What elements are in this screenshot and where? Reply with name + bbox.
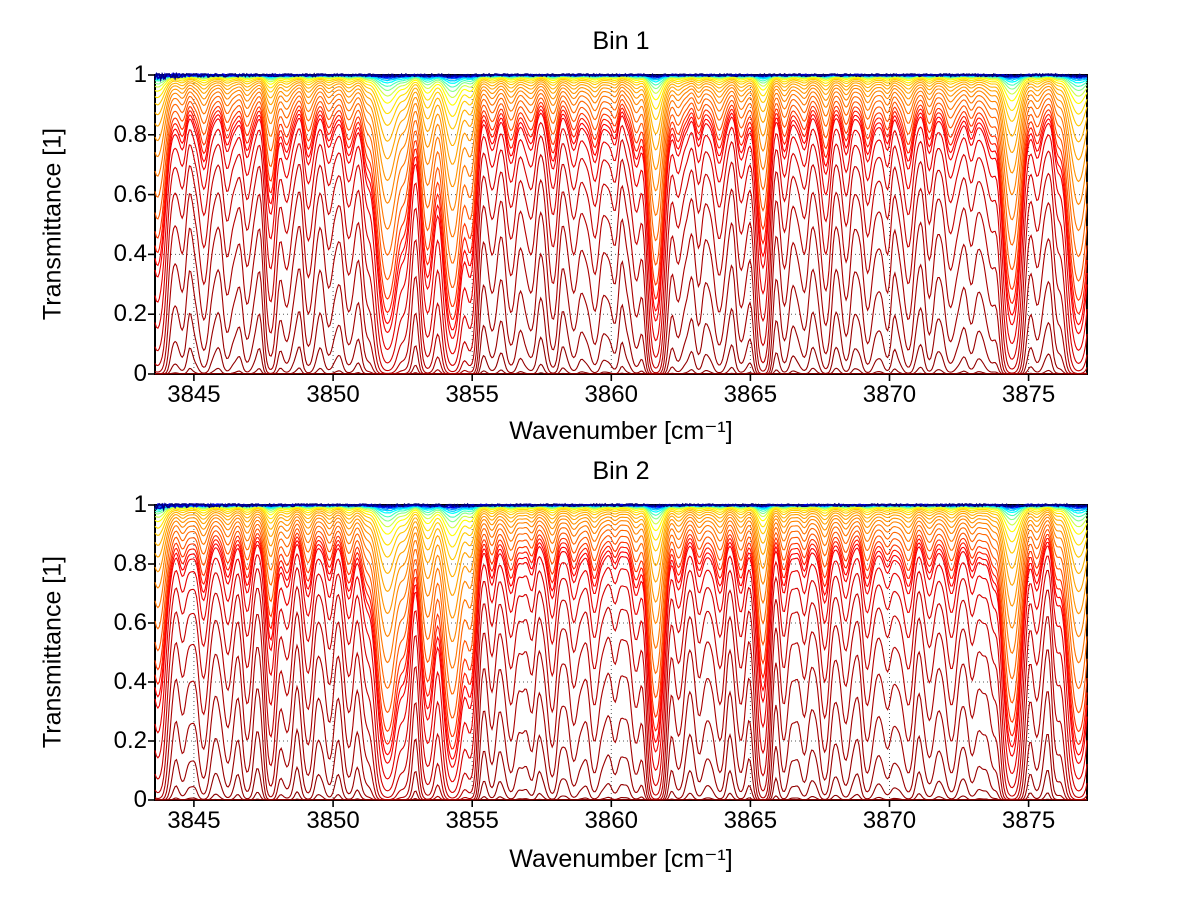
spectrum-curve bbox=[154, 78, 1088, 130]
spectrum-curve bbox=[154, 505, 1088, 529]
spectrum-curve bbox=[154, 178, 1088, 375]
y-tick-label: 0 bbox=[133, 360, 147, 387]
spectrum-curve bbox=[154, 507, 1088, 548]
spectrum-curve bbox=[154, 511, 1088, 596]
y-tick-label: 0.2 bbox=[113, 727, 147, 754]
spectrum-curve bbox=[154, 83, 1088, 188]
x-tick-label: 3860 bbox=[584, 807, 638, 834]
y-tick-label: 1 bbox=[133, 61, 147, 88]
spectrum-curve bbox=[154, 585, 1088, 799]
spectrum-curve bbox=[154, 527, 1088, 719]
spectrum-curve bbox=[154, 211, 1088, 375]
x-tick-label: 3850 bbox=[306, 381, 360, 408]
spectrum-curve bbox=[154, 81, 1088, 165]
spectrum-curve bbox=[154, 92, 1088, 264]
y-tick-label: 0.4 bbox=[113, 240, 147, 268]
x-tick-label: 3850 bbox=[306, 807, 360, 834]
spectrum-curve bbox=[154, 89, 1088, 238]
spectrum-curve bbox=[154, 513, 1088, 619]
spectrum-curve bbox=[154, 101, 1088, 307]
spectrum-curve bbox=[154, 552, 1088, 783]
plot2-y-axis-label: Transmittance [1] bbox=[38, 555, 67, 749]
y-tick-label: 0.4 bbox=[113, 668, 147, 695]
spectrum-curve bbox=[154, 508, 1088, 561]
spectrum-curve bbox=[154, 108, 1088, 331]
x-tick-label: 3870 bbox=[862, 381, 917, 408]
plot1-x-axis-label: Wavenumber [cm⁻¹] bbox=[509, 417, 733, 445]
plot1-title: Bin 1 bbox=[592, 27, 650, 55]
spectrum-curve bbox=[154, 121, 1088, 355]
spectrum-curve bbox=[154, 153, 1088, 373]
plot2-title: Bin 2 bbox=[592, 457, 650, 485]
spectrum-curve bbox=[154, 97, 1088, 288]
spectrum-curve bbox=[154, 72, 1088, 83]
spectrum-curve bbox=[154, 502, 1088, 513]
spectrum-curve bbox=[154, 516, 1088, 643]
plot1-y-axis-label: Transmittance [1] bbox=[38, 127, 67, 321]
y-tick-label: 0.6 bbox=[113, 609, 147, 636]
y-tick-label: 1 bbox=[133, 491, 147, 518]
spectrum-curve bbox=[154, 543, 1088, 768]
spectrum-curve bbox=[155, 791, 1087, 801]
spectrum-curve bbox=[154, 77, 1088, 117]
spectrum-curve bbox=[155, 296, 1087, 375]
plot2-spectra bbox=[148, 502, 1088, 807]
x-tick-label: 3865 bbox=[723, 807, 778, 834]
x-tick-label: 3855 bbox=[445, 807, 499, 834]
plot2-x-axis-label: Wavenumber [cm⁻¹] bbox=[509, 845, 733, 873]
spectrum-curve bbox=[155, 684, 1087, 801]
spectrum-curve bbox=[154, 506, 1088, 537]
spectrum-curve bbox=[154, 105, 1088, 320]
spectrum-curve bbox=[154, 85, 1088, 211]
spectrum-curve bbox=[154, 643, 1088, 801]
spectrum-curve bbox=[154, 536, 1088, 750]
spectrum-curve bbox=[155, 252, 1087, 375]
spectrum-curve bbox=[154, 532, 1088, 738]
x-tick-label: 3875 bbox=[1001, 807, 1056, 834]
x-tick-label: 3855 bbox=[445, 381, 499, 408]
y-tick-label: 0.8 bbox=[113, 120, 147, 148]
spectrum-curve bbox=[155, 765, 1087, 801]
spectrum-curve bbox=[155, 363, 1087, 375]
y-tick-label: 0.2 bbox=[113, 300, 147, 328]
spectrum-curve bbox=[154, 112, 1088, 339]
spectrum-curve bbox=[154, 610, 1088, 801]
spectrum-curve bbox=[154, 523, 1088, 695]
spectrum-curve bbox=[154, 566, 1088, 793]
y-tick-label: 0.8 bbox=[113, 550, 147, 577]
x-tick-label: 3875 bbox=[1001, 381, 1056, 408]
x-tick-label: 3865 bbox=[723, 381, 778, 408]
spectrum-curve bbox=[155, 336, 1087, 375]
spectrum-curve bbox=[154, 134, 1088, 366]
spectrum-curve bbox=[154, 76, 1088, 106]
spectrum-curve bbox=[155, 727, 1087, 801]
spectrum-curve bbox=[154, 519, 1088, 669]
x-tick-label: 3845 bbox=[167, 381, 221, 408]
spectrum-curve bbox=[154, 539, 1088, 760]
plot1-spectra bbox=[148, 72, 1088, 381]
x-tick-label: 3870 bbox=[862, 807, 917, 834]
spectrum-curve bbox=[154, 79, 1088, 147]
x-tick-label: 3860 bbox=[584, 381, 638, 408]
spectrum-curve bbox=[154, 509, 1088, 578]
x-tick-label: 3845 bbox=[167, 807, 221, 834]
y-tick-label: 0.6 bbox=[113, 180, 147, 208]
y-tick-label: 0 bbox=[133, 786, 147, 813]
